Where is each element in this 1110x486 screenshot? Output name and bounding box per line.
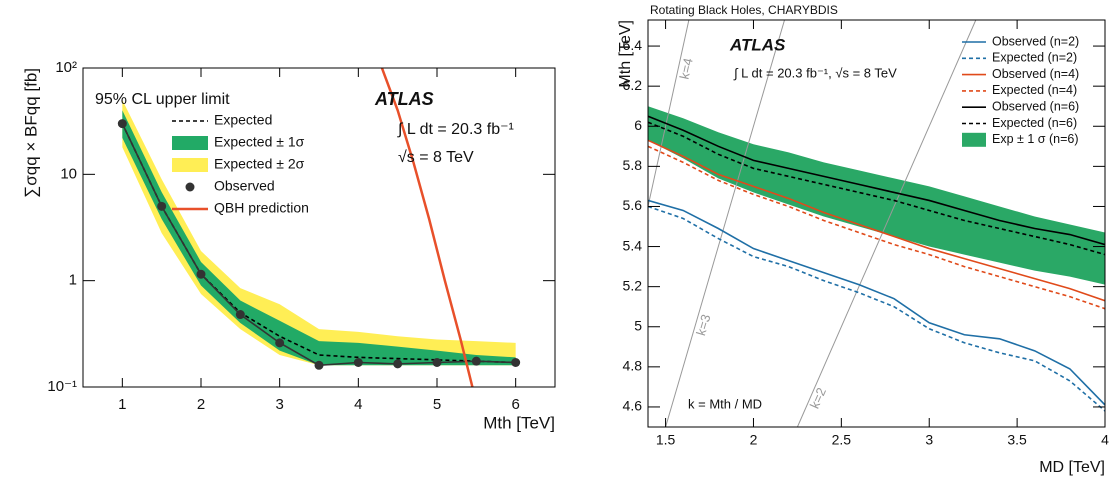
k-line-label: k=2 [807,385,829,411]
data-point [511,357,521,367]
x-tick-label: 4 [1101,432,1109,448]
x-tick-label: 3.5 [1007,432,1027,448]
annotation: ∫ L dt = 20.3 fb⁻¹, √s = 8 TeV [733,65,897,80]
k-line [665,20,785,427]
chart-title: Rotating Black Holes, CHARYBDIS [650,3,838,17]
legend-label: Exp ± 1 σ (n=6) [992,132,1079,146]
annotation: √s = 8 TeV [398,149,474,166]
y-tick-label: 5 [634,317,642,333]
legend-swatch [172,158,208,172]
series-line [648,139,1105,302]
band [648,106,1105,285]
data-point [314,360,324,370]
plot-area [117,68,521,387]
data-point [275,338,285,348]
legend-label: Observed (n=4) [992,67,1079,81]
legend-marker [185,182,195,192]
y-tick-label: 10⁻¹ [47,378,77,395]
y-tick-label: 10² [55,59,77,76]
x-tick-label: 2 [197,396,205,413]
x-tick-label: 2 [750,432,758,448]
x-tick-label: 4 [354,396,362,413]
legend-label: QBH prediction [214,200,309,216]
series-line [648,199,1105,406]
y-tick-label: 6 [634,117,642,133]
legend-label: Expected [214,112,272,128]
y-tick-label: 4.6 [623,398,643,414]
y-tick-label: 5.2 [623,277,643,293]
k-line [648,20,690,209]
plot-frame [647,19,1106,428]
series-line [648,121,1105,256]
annotation: ∫ L dt = 20.3 fb⁻¹ [397,121,514,138]
y-tick-label: 6.2 [623,77,643,93]
y-tick-label: 4.8 [623,358,643,374]
band [122,110,516,366]
data-point [393,359,403,369]
annotation: 95% CL upper limit [95,91,230,108]
data-point [432,357,442,367]
annotation: ATLAS [374,89,434,109]
annotation: k = Mth / MD [688,396,762,411]
data-point [117,119,127,129]
k-line [796,20,977,427]
k-line-label: k=4 [677,57,696,81]
x-tick-label: 1 [118,396,126,413]
plot-frame [82,67,556,388]
series-line [380,68,474,387]
legend-label: Expected ± 1σ [214,134,305,150]
data-point [353,357,363,367]
y-tick-label: 5.6 [623,197,643,213]
x-axis-label: MD [TeV] [1039,459,1105,476]
data-point [157,201,167,211]
y-tick-label: 10 [60,165,77,182]
legend-label: Observed [214,178,275,194]
x-tick-label: 3 [925,432,933,448]
annotation: ATLAS [729,35,786,54]
legend-label: Expected (n=4) [992,83,1077,97]
k-line-label: k=3 [693,313,713,338]
data-point [235,310,245,320]
y-axis-label: Mth [TeV] [617,20,634,88]
x-tick-label: 3 [275,396,283,413]
plot-area [648,20,1105,427]
x-axis-label: Mth [TeV] [483,413,555,432]
data-point [196,269,206,279]
x-tick-label: 1.5 [656,432,676,448]
legend-label: Expected ± 2σ [214,156,305,172]
x-tick-label: 5 [433,396,441,413]
legend-label: Observed (n=2) [992,34,1079,48]
legend-swatch [172,136,208,150]
legend-label: Expected (n=2) [992,51,1077,65]
series-line [648,115,1105,246]
legend-label: Observed (n=6) [992,99,1079,113]
legend-label: Expected (n=6) [992,116,1077,130]
y-tick-label: 1 [69,272,77,289]
y-tick-label: 5.8 [623,157,643,173]
series-line [648,205,1105,412]
y-axis-label: ∑σqq × BFqq [fb] [21,68,40,198]
y-tick-label: 6.4 [623,37,643,53]
data-point [471,356,481,366]
legend-swatch [962,132,986,147]
series-line [648,145,1105,310]
x-tick-label: 6 [511,396,519,413]
x-tick-label: 2.5 [832,432,852,448]
y-tick-label: 5.4 [623,237,643,253]
